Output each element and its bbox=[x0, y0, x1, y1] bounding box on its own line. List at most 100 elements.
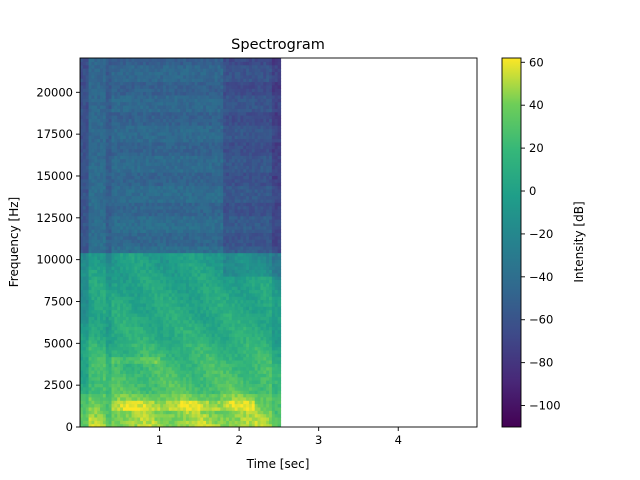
spectrogram-cell bbox=[131, 178, 136, 183]
spectrogram-cell bbox=[125, 128, 130, 133]
spectrogram-cell bbox=[143, 138, 147, 143]
spectrogram-cell bbox=[194, 316, 199, 321]
spectrogram-cell bbox=[197, 393, 201, 398]
spectrogram-cell bbox=[163, 188, 167, 193]
spectrogram-cell bbox=[151, 239, 156, 244]
spectrogram-cell bbox=[94, 386, 98, 391]
spectrogram-cell bbox=[145, 296, 150, 301]
spectrogram-cell bbox=[188, 336, 193, 341]
spectrogram-cell bbox=[206, 245, 210, 250]
spectrogram-cell bbox=[145, 98, 150, 103]
spectrogram-cell bbox=[80, 98, 84, 103]
spectrogram-cell bbox=[157, 349, 161, 354]
spectrogram-cell bbox=[134, 339, 138, 344]
spectrogram-cell bbox=[168, 178, 173, 183]
spectrogram-cell bbox=[168, 383, 173, 388]
spectrogram-cell bbox=[203, 366, 207, 371]
spectrogram-cell bbox=[191, 329, 196, 334]
spectrogram-cell bbox=[108, 262, 113, 267]
spectrogram-cell bbox=[180, 396, 184, 401]
spectrogram-cell bbox=[148, 380, 153, 384]
spectrogram-cell bbox=[131, 202, 136, 207]
spectrogram-cell bbox=[165, 135, 170, 140]
spectrogram-cell bbox=[168, 282, 173, 287]
spectrogram-cell bbox=[185, 276, 190, 280]
spectrogram-cell bbox=[82, 393, 87, 398]
spectrogram-cell bbox=[85, 400, 90, 405]
spectrogram-cell bbox=[180, 128, 184, 133]
spectrogram-cell bbox=[102, 225, 107, 230]
spectrogram-cell bbox=[174, 88, 178, 93]
spectrogram-cell bbox=[177, 172, 181, 176]
spectrogram-cell bbox=[102, 212, 107, 217]
spectrogram-cell bbox=[128, 202, 133, 207]
spectrogram-cell bbox=[148, 269, 153, 274]
spectrogram-cell bbox=[137, 400, 141, 405]
spectrogram-cell bbox=[82, 336, 87, 341]
spectrogram-cell bbox=[111, 343, 115, 348]
spectrogram-cell bbox=[143, 215, 147, 220]
spectrogram-cell bbox=[114, 366, 118, 371]
spectrogram-cell bbox=[122, 339, 127, 344]
spectrogram-cell bbox=[134, 333, 138, 338]
spectrogram-cell bbox=[80, 396, 84, 401]
spectrogram-cell bbox=[154, 198, 158, 203]
spectrogram-cell bbox=[97, 286, 101, 291]
spectrogram-cell bbox=[157, 125, 161, 130]
spectrogram-cell bbox=[122, 178, 127, 183]
spectrogram-cell bbox=[165, 68, 170, 73]
spectrogram-cell bbox=[165, 225, 170, 230]
spectrogram-cell bbox=[134, 423, 138, 427]
spectrogram-cell bbox=[85, 74, 90, 79]
spectrogram-cell bbox=[117, 71, 121, 76]
spectrogram-cell bbox=[114, 413, 118, 418]
spectrogram-cell bbox=[183, 396, 187, 401]
spectrogram-cell bbox=[114, 115, 118, 119]
spectrogram-cell bbox=[174, 205, 178, 210]
spectrogram-cell bbox=[125, 185, 130, 190]
spectrogram-cell bbox=[148, 252, 153, 257]
spectrogram-cell bbox=[108, 242, 113, 247]
spectrogram-cell bbox=[177, 215, 181, 220]
spectrogram-cell bbox=[177, 420, 181, 425]
spectrogram-cell bbox=[177, 346, 181, 351]
spectrogram-cell bbox=[183, 393, 187, 398]
spectrogram-cell bbox=[200, 188, 204, 193]
spectrogram-cell bbox=[102, 276, 107, 280]
spectrogram-cell bbox=[206, 349, 210, 354]
spectrogram-cell bbox=[206, 128, 210, 133]
spectrogram-cell bbox=[174, 383, 178, 388]
spectrogram-cell bbox=[191, 225, 196, 230]
spectrogram-cell bbox=[191, 292, 196, 297]
spectrogram-cell bbox=[191, 148, 196, 153]
spectrogram-cell bbox=[137, 239, 141, 244]
spectrogram-cell bbox=[117, 121, 121, 126]
spectrogram-cell bbox=[100, 265, 104, 270]
spectrogram-cell bbox=[120, 202, 124, 207]
spectrogram-cell bbox=[114, 151, 118, 156]
spectrogram-cell bbox=[185, 195, 190, 200]
spectrogram-cell bbox=[91, 131, 95, 136]
spectrogram-cell bbox=[188, 346, 193, 351]
spectrogram-cell bbox=[145, 359, 150, 364]
spectrogram-cell bbox=[191, 219, 196, 223]
spectrogram-cell bbox=[183, 81, 187, 86]
spectrogram-cell bbox=[191, 369, 196, 374]
spectrogram-cell bbox=[122, 229, 127, 234]
spectrogram-cell bbox=[171, 172, 176, 176]
spectrogram-cell bbox=[185, 91, 190, 96]
spectrogram-cell bbox=[140, 336, 144, 341]
spectrogram-cell bbox=[194, 359, 199, 364]
spectrogram-cell bbox=[145, 158, 150, 163]
spectrogram-cell bbox=[208, 269, 213, 274]
spectrogram-cell bbox=[108, 373, 113, 378]
spectrogram-cell bbox=[85, 393, 90, 398]
spectrogram-cell bbox=[140, 71, 144, 76]
spectrogram-cell bbox=[145, 262, 150, 267]
spectrogram-cell bbox=[80, 175, 84, 180]
spectrogram-cell bbox=[197, 269, 201, 274]
spectrogram-cell bbox=[105, 161, 110, 166]
spectrogram-cell bbox=[148, 279, 153, 284]
spectrogram-cell bbox=[91, 158, 95, 163]
spectrogram-cell bbox=[100, 326, 104, 331]
